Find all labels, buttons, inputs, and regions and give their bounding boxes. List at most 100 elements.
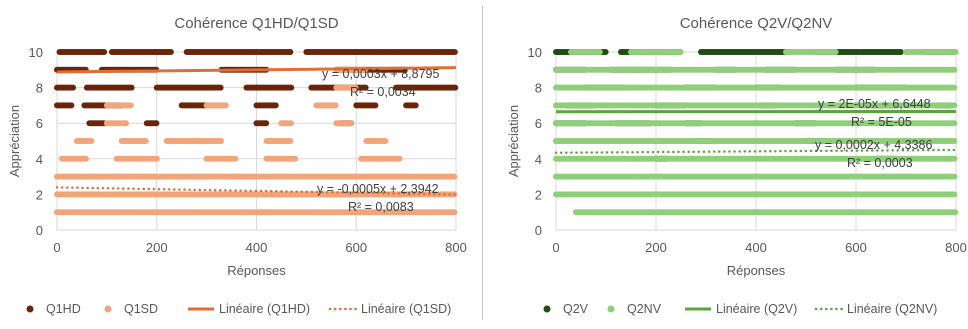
scatter-point xyxy=(951,102,957,108)
scatter-point xyxy=(168,49,174,55)
y-tick-label: 0 xyxy=(535,223,542,238)
scatter-point xyxy=(951,156,957,162)
scatter-point xyxy=(678,49,684,55)
scatter-point xyxy=(451,209,457,215)
scatter-point xyxy=(348,120,354,126)
trendline-r2: R² = 0,0034 xyxy=(350,85,416,99)
scatter-point xyxy=(288,85,294,91)
legend-marker xyxy=(105,306,112,313)
chart-title: Cohérence Q1HD/Q1SD xyxy=(174,15,338,32)
chart-left-svg: Cohérence Q1HD/Q1SD 0 2 4 6 8 10 0 200 400 600 800 R… xyxy=(0,0,480,324)
scatter-point xyxy=(70,85,76,91)
scatter-point xyxy=(273,102,279,108)
x-axis-label: Réponses xyxy=(727,263,786,278)
scatter-point xyxy=(451,174,457,180)
scatter-point xyxy=(603,49,609,55)
scatter-point xyxy=(88,138,94,144)
scatter-point xyxy=(153,120,159,126)
chart-right-svg: Cohérence Q2V/Q2NV 0 2 4 6 8 10 0 200 400 600 800 Ré… xyxy=(485,0,968,324)
x-tick-label: 0 xyxy=(53,240,60,255)
x-tick-label: 800 xyxy=(945,240,967,255)
trendline-r2: R² = 0,0003 xyxy=(847,156,913,170)
y-tick-label: 8 xyxy=(36,81,43,96)
scatter-point xyxy=(452,85,458,91)
scatter-point xyxy=(223,102,229,108)
x-tick-label: 200 xyxy=(645,240,667,255)
panel-divider xyxy=(482,6,483,320)
scatter-point xyxy=(128,102,134,108)
trendline-equation: y = -0,0005x + 2,3942 xyxy=(317,182,439,196)
x-tick-label: 0 xyxy=(552,240,559,255)
x-tick-label: 200 xyxy=(146,240,168,255)
trendline-r2: R² = 5E-05 xyxy=(851,115,912,129)
scatter-point xyxy=(287,138,293,144)
scatter-point xyxy=(951,120,957,126)
x-tick-label: 800 xyxy=(445,240,467,255)
x-axis-label: Réponses xyxy=(227,263,286,278)
scatter-point xyxy=(143,138,149,144)
y-tick-label: 4 xyxy=(535,152,542,167)
y-tick-label: 2 xyxy=(36,187,43,202)
y-axis-label: Appréciation xyxy=(506,105,521,177)
scatter-point xyxy=(413,102,419,108)
y-tick-label: 2 xyxy=(535,187,542,202)
chart-panel-left: Cohérence Q1HD/Q1SD 0 2 4 6 8 10 0 200 400 600 800 R… xyxy=(0,0,480,324)
scatter-point xyxy=(287,49,293,55)
y-tick-label: 10 xyxy=(528,45,542,60)
scatter-point xyxy=(898,49,904,55)
legend-label: Q2V xyxy=(563,302,589,316)
scatter-point xyxy=(101,49,107,55)
x-tick-label: 600 xyxy=(845,240,867,255)
scatter-point xyxy=(397,156,403,162)
scatter-point xyxy=(83,156,89,162)
scatter-point xyxy=(218,85,224,91)
scatter-point xyxy=(951,191,957,197)
scatter-point xyxy=(123,120,129,126)
legend-marker xyxy=(544,306,551,313)
x-tick-label: 400 xyxy=(246,240,268,255)
trendline-equation: y = 2E-05x + 6,6448 xyxy=(818,97,931,111)
scatter-point xyxy=(218,138,224,144)
x-tick-label: 600 xyxy=(345,240,367,255)
legend: Q2V Q2NV Linéaire (Q2V) Linéaire (Q2NV) xyxy=(544,302,938,316)
scatter-point xyxy=(263,120,269,126)
chart-panel-right: Cohérence Q2V/Q2NV 0 2 4 6 8 10 0 200 400 600 800 Ré… xyxy=(485,0,968,324)
scatter-point xyxy=(292,156,298,162)
x-tick-label: 400 xyxy=(745,240,767,255)
scatter-point xyxy=(68,102,74,108)
trendline-equation: y = 0,0002x + 4,3386 xyxy=(815,138,933,152)
legend-label: Linéaire (Q1HD) xyxy=(219,302,310,316)
y-tick-label: 10 xyxy=(29,45,43,60)
legend-label: Linéaire (Q2NV) xyxy=(847,302,937,316)
legend-label: Q2NV xyxy=(627,302,662,316)
legend-marker xyxy=(608,306,615,313)
scatter-point xyxy=(951,174,957,180)
scatter-point xyxy=(953,49,959,55)
scatter-point xyxy=(382,138,388,144)
legend-label: Q1HD xyxy=(46,302,81,316)
legend-label: Linéaire (Q2V) xyxy=(716,302,797,316)
scatter-point xyxy=(951,85,957,91)
legend-label: Q1SD xyxy=(124,302,158,316)
chart-title: Cohérence Q2V/Q2NV xyxy=(680,15,833,32)
scatter-point xyxy=(154,156,160,162)
scatter-point xyxy=(833,49,839,55)
y-tick-label: 4 xyxy=(36,152,43,167)
trendline-equation: y = 0,0003x + 8,8795 xyxy=(322,67,440,81)
scatter-point xyxy=(952,209,958,215)
trendline-r2: R² = 0,0083 xyxy=(348,200,414,214)
y-axis-label: Appréciation xyxy=(7,105,22,177)
legend-marker xyxy=(27,306,34,313)
scatter-point xyxy=(951,67,957,73)
scatter-point xyxy=(333,102,339,108)
y-tick-label: 8 xyxy=(535,81,542,96)
y-tick-label: 6 xyxy=(535,116,542,131)
scatter-point xyxy=(951,138,957,144)
y-tick-label: 6 xyxy=(36,116,43,131)
y-tick-label: 0 xyxy=(36,223,43,238)
scatter-point xyxy=(288,120,294,126)
scatter-point xyxy=(452,49,458,55)
scatter-point xyxy=(232,156,238,162)
